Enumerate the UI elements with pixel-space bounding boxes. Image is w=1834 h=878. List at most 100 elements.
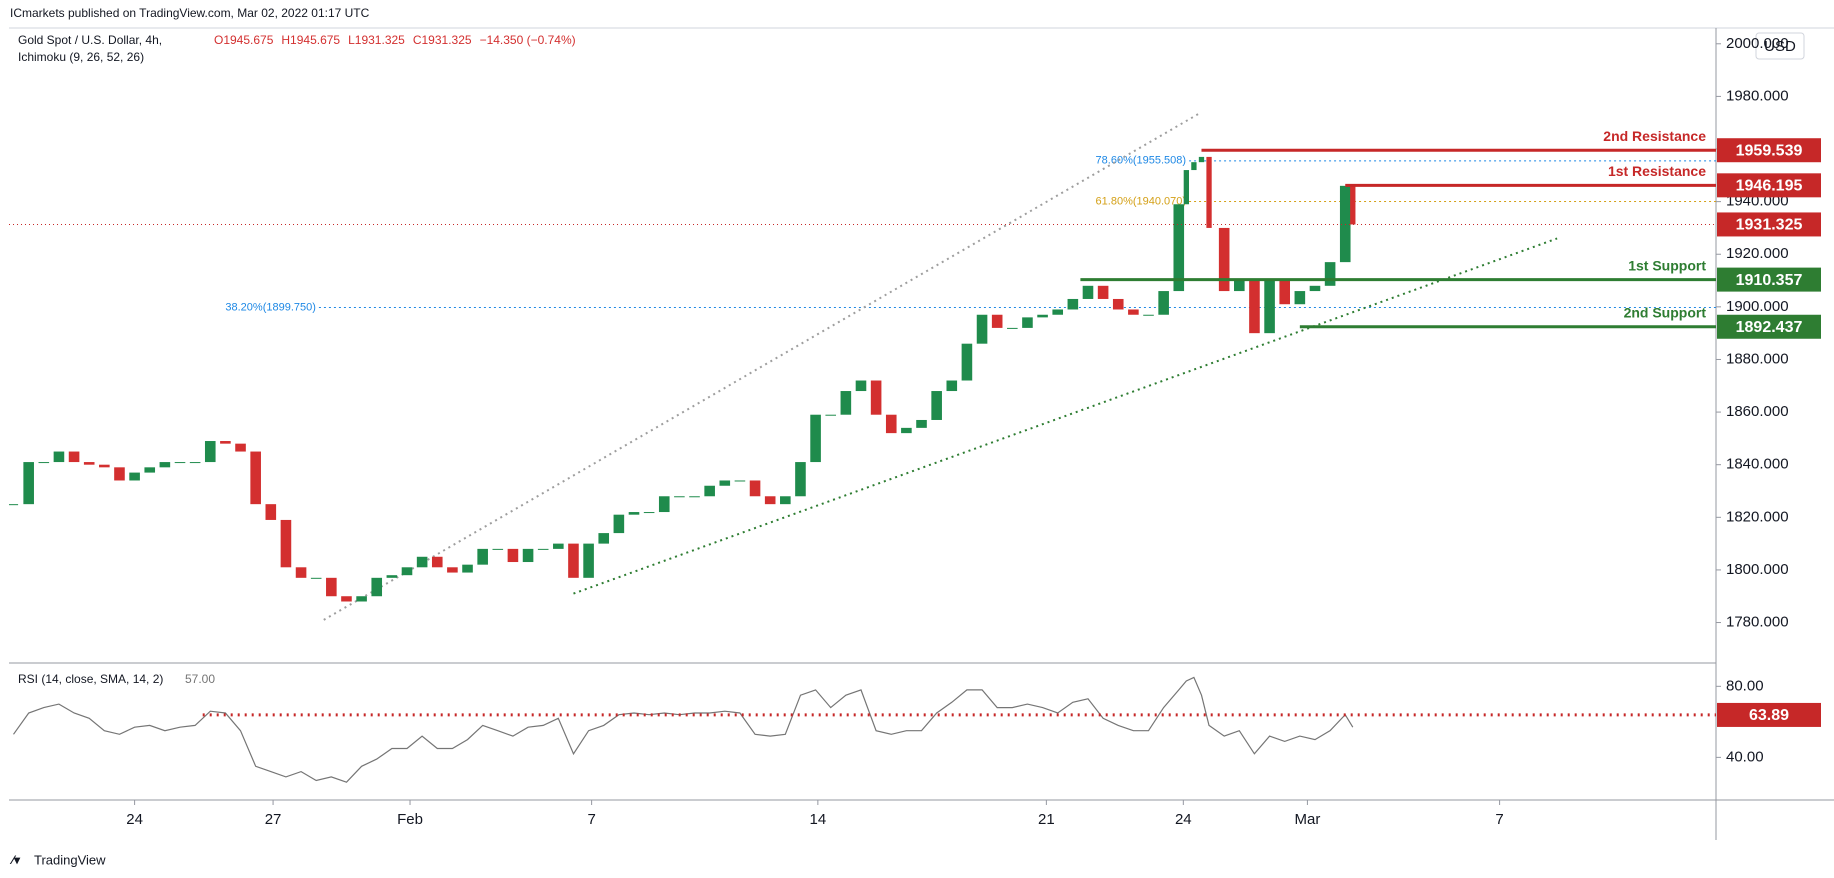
candle	[129, 472, 140, 481]
candle	[99, 464, 110, 468]
ohlc-legend: O1945.675 H1945.675 L1931.325 C1931.325 −14.…	[214, 33, 576, 47]
candle	[1158, 291, 1169, 315]
ohlc-value: H1945.675	[281, 33, 340, 47]
candle	[371, 577, 383, 597]
candle	[265, 504, 277, 520]
candle	[295, 567, 307, 578]
level-label: 1931.325	[1736, 217, 1803, 234]
candle	[431, 556, 443, 568]
candle	[235, 443, 246, 452]
candle	[341, 596, 352, 602]
rsi-title: RSI (14, close, SMA, 14, 2)	[18, 672, 163, 686]
candle	[1173, 204, 1185, 292]
currency[interactable]: USD	[1764, 38, 1796, 55]
candle	[1249, 280, 1260, 334]
symbol-title: Gold Spot / U.S. Dollar, 4h,	[18, 33, 162, 47]
candle	[885, 414, 897, 434]
candle	[204, 441, 216, 463]
y-tick-label: 1980.000	[1726, 87, 1789, 104]
candle	[840, 391, 852, 415]
level-name: 1st Resistance	[1608, 163, 1706, 179]
candle	[1264, 280, 1275, 334]
x-tick-label: 21	[1038, 811, 1055, 828]
candle	[568, 543, 579, 578]
candle	[1067, 298, 1079, 310]
candle	[68, 451, 80, 463]
candle	[522, 548, 534, 563]
level-label: 1892.437	[1736, 319, 1803, 336]
candle	[1198, 156, 1205, 163]
candle	[1052, 309, 1064, 315]
candle	[870, 380, 882, 415]
candle	[1191, 162, 1197, 171]
x-tick-label: 27	[265, 811, 282, 828]
candle	[628, 512, 640, 515]
candle	[658, 496, 670, 513]
candle	[1128, 309, 1139, 315]
fib-label: 78.60%(1955.508)	[1096, 155, 1187, 167]
level-box	[1717, 212, 1821, 237]
candle	[326, 577, 337, 597]
candle	[220, 441, 231, 444]
candle	[598, 533, 610, 544]
candle	[946, 380, 958, 392]
level-label: 1959.539	[1736, 142, 1803, 159]
x-tick-label: Feb	[397, 811, 423, 828]
candle	[795, 462, 806, 497]
candle	[1112, 298, 1124, 310]
candle	[1143, 314, 1154, 316]
candle	[825, 414, 837, 416]
y-tick-label: 1920.000	[1726, 245, 1789, 262]
candle	[1279, 280, 1291, 305]
trend-line	[573, 237, 1558, 595]
fib-label: 61.80%(1940.070)	[1096, 195, 1187, 207]
candle	[492, 548, 504, 550]
currency-box[interactable]	[1755, 32, 1805, 60]
candle	[1022, 317, 1033, 328]
y-tick-label: 1880.000	[1726, 350, 1789, 367]
y-tick-label: 1840.000	[1726, 456, 1789, 473]
candle	[23, 462, 34, 505]
y-tick-label: 40.00	[1726, 748, 1764, 765]
candle	[749, 480, 761, 497]
y-tick-label: 1820.000	[1726, 508, 1789, 525]
candle	[447, 567, 458, 573]
candle	[1097, 285, 1109, 299]
candle	[583, 543, 594, 578]
rsi-line	[13, 676, 1354, 783]
candle	[1037, 314, 1048, 318]
x-tick-label: Mar	[1294, 811, 1320, 828]
candle	[1183, 170, 1189, 205]
candle	[991, 314, 1003, 328]
level-box	[1717, 173, 1821, 198]
candle	[537, 548, 549, 550]
candle	[961, 343, 973, 381]
level-label: 1946.195	[1736, 178, 1803, 195]
candle	[916, 419, 927, 428]
candle	[1206, 156, 1212, 228]
fib-label: 38.20%(1899.750)	[225, 301, 316, 313]
x-tick-label: 7	[587, 811, 595, 828]
ohlc-value: C1931.325	[413, 33, 472, 47]
publisher: ICmarkets published on TradingView.com, …	[10, 6, 370, 20]
rsi-value: 57.00	[185, 672, 215, 686]
candle	[174, 462, 186, 464]
candle	[462, 564, 473, 573]
level-name: 2nd Support	[1624, 304, 1707, 320]
candle	[83, 462, 95, 465]
candle	[401, 567, 413, 576]
x-tick-label: 24	[126, 811, 143, 828]
candle	[976, 314, 988, 344]
candle	[189, 462, 201, 464]
candle	[855, 380, 867, 392]
ohlc-value: O1945.675	[214, 33, 274, 47]
candle	[1294, 291, 1306, 305]
y-tick-label: 1780.000	[1726, 614, 1789, 631]
x-tick-label: 7	[1495, 811, 1503, 828]
candle	[507, 548, 519, 563]
candle	[250, 451, 261, 505]
candle	[553, 543, 564, 549]
level-box	[1717, 267, 1821, 292]
